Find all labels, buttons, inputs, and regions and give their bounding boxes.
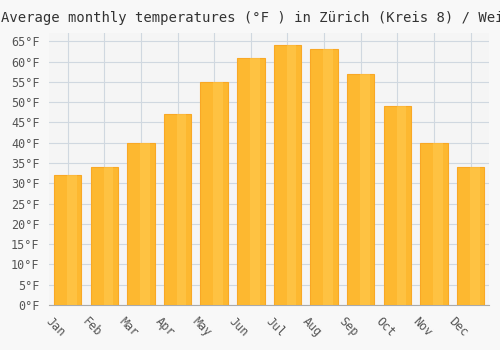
Title: Average monthly temperatures (°F ) in Zürich (Kreis 8) / Weinegg: Average monthly temperatures (°F ) in Zü…: [1, 11, 500, 25]
Bar: [396, 106, 406, 305]
Bar: [67, 175, 76, 305]
Bar: [177, 114, 186, 305]
Bar: [214, 82, 223, 305]
Bar: [434, 143, 443, 305]
Bar: [250, 57, 260, 305]
Bar: [127, 143, 154, 305]
Bar: [420, 143, 448, 305]
Bar: [347, 74, 374, 305]
Bar: [237, 57, 264, 305]
Bar: [360, 74, 370, 305]
Bar: [457, 167, 484, 305]
Bar: [384, 106, 411, 305]
Bar: [274, 46, 301, 305]
Bar: [470, 167, 480, 305]
Bar: [54, 175, 82, 305]
Bar: [200, 82, 228, 305]
Bar: [90, 167, 118, 305]
Bar: [140, 143, 150, 305]
Bar: [286, 46, 296, 305]
Bar: [310, 49, 338, 305]
Bar: [164, 114, 192, 305]
Bar: [104, 167, 113, 305]
Bar: [324, 49, 333, 305]
